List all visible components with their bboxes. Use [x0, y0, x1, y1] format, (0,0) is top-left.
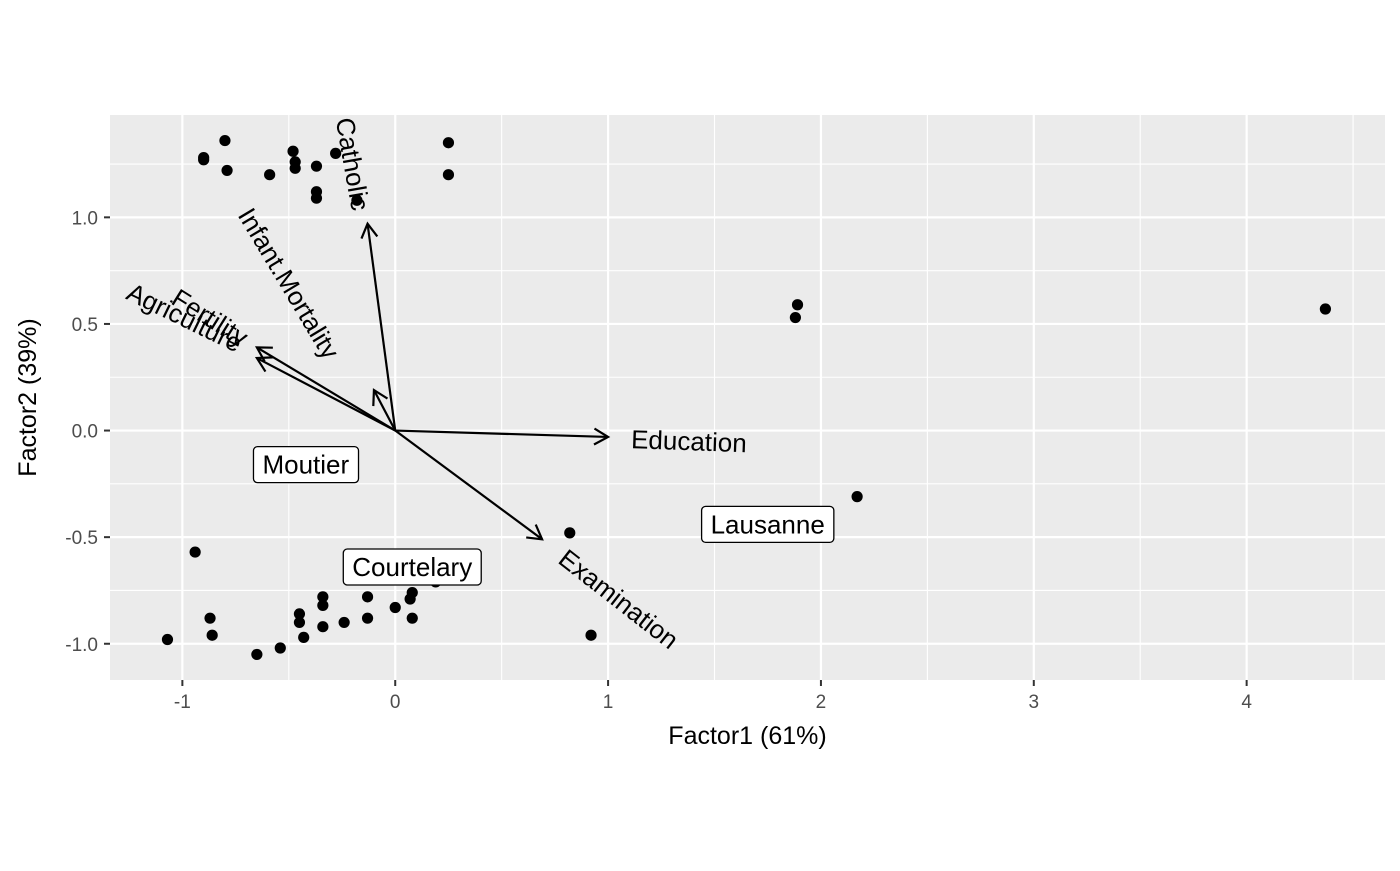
- data-point: [361, 612, 374, 624]
- observation-label: Courtelary: [342, 548, 482, 586]
- data-point: [338, 616, 350, 629]
- loading-arrowhead: [372, 388, 389, 407]
- loading-arrowhead: [526, 524, 544, 541]
- data-point: [442, 137, 455, 149]
- data-point: [189, 546, 201, 558]
- x-tick-label: -1: [174, 692, 191, 713]
- y-tick-label: 1.0: [72, 208, 98, 229]
- loading-arrow: [395, 429, 609, 439]
- observation-label: Lausanne: [700, 505, 835, 544]
- x-axis-title: Factor1 (61%): [668, 722, 826, 750]
- loading-arrowhead: [254, 356, 273, 373]
- data-point: [289, 162, 301, 174]
- x-tick-label: 1: [603, 692, 614, 713]
- data-point: [330, 147, 342, 159]
- x-tick-label: 0: [390, 692, 401, 713]
- observation-label-text: Moutier: [262, 450, 349, 480]
- data-point: [389, 601, 401, 614]
- observation-label-text: Courtelary: [352, 552, 472, 582]
- observation-label-text: Lausanne: [711, 509, 825, 539]
- observation-label: Moutier: [252, 446, 360, 484]
- y-tick-label: 0.5: [72, 315, 98, 336]
- data-point: [251, 648, 263, 661]
- data-point: [198, 154, 210, 166]
- data-point: [317, 599, 329, 611]
- data-points: [161, 134, 1332, 661]
- loading-arrowhead: [254, 346, 273, 362]
- loading-arrow: [256, 357, 396, 432]
- data-point: [264, 169, 276, 181]
- loading-arrow: [372, 389, 397, 432]
- data-point: [317, 591, 329, 603]
- loading-label: Education: [631, 424, 748, 458]
- data-point: [287, 145, 299, 157]
- data-point: [219, 134, 231, 147]
- data-point: [1319, 303, 1332, 315]
- plot-panel: [110, 115, 1385, 680]
- label-box: [342, 548, 482, 586]
- data-point: [564, 527, 576, 539]
- data-point: [293, 616, 306, 629]
- data-point: [298, 631, 310, 643]
- loading-arrowhead: [593, 427, 611, 446]
- observation-labels: Moutier Courtelary Lausanne: [252, 446, 835, 586]
- y-tick-label: 0.0: [72, 422, 98, 443]
- data-point: [585, 629, 597, 641]
- loading-arrow: [366, 223, 397, 431]
- loading-arrow: [256, 346, 396, 432]
- x-tick-label: 4: [1241, 692, 1252, 713]
- data-point: [310, 192, 323, 204]
- grid-minor: [110, 115, 1385, 680]
- data-point: [204, 612, 216, 624]
- data-point: [851, 491, 863, 503]
- data-point: [317, 621, 329, 633]
- data-point: [221, 164, 233, 177]
- data-point: [406, 612, 418, 624]
- data-point: [206, 629, 218, 641]
- loading-arrow: [394, 429, 543, 541]
- data-point: [361, 591, 374, 603]
- y-axis-title: Factor2 (39%): [14, 318, 42, 476]
- data-point: [791, 299, 804, 311]
- label-box: [252, 446, 360, 484]
- data-point: [293, 608, 306, 620]
- x-tick-label: 2: [816, 692, 827, 713]
- x-tick-label: 3: [1029, 692, 1040, 713]
- data-point: [161, 633, 174, 646]
- label-box: [700, 505, 835, 544]
- data-point: [310, 160, 323, 172]
- data-point: [789, 311, 801, 324]
- grid-major: [110, 115, 1385, 680]
- data-point: [406, 586, 418, 599]
- data-point: [351, 194, 363, 206]
- axis-ticks: -1 0 1 2 3 4 -1.0 -0.5 0.0 0.5 1.0: [65, 208, 1252, 713]
- loading-arrowhead: [360, 221, 379, 239]
- data-point: [442, 169, 455, 181]
- y-tick-label: -0.5: [65, 528, 98, 549]
- data-point: [274, 642, 286, 654]
- y-tick-label: -1.0: [65, 635, 98, 656]
